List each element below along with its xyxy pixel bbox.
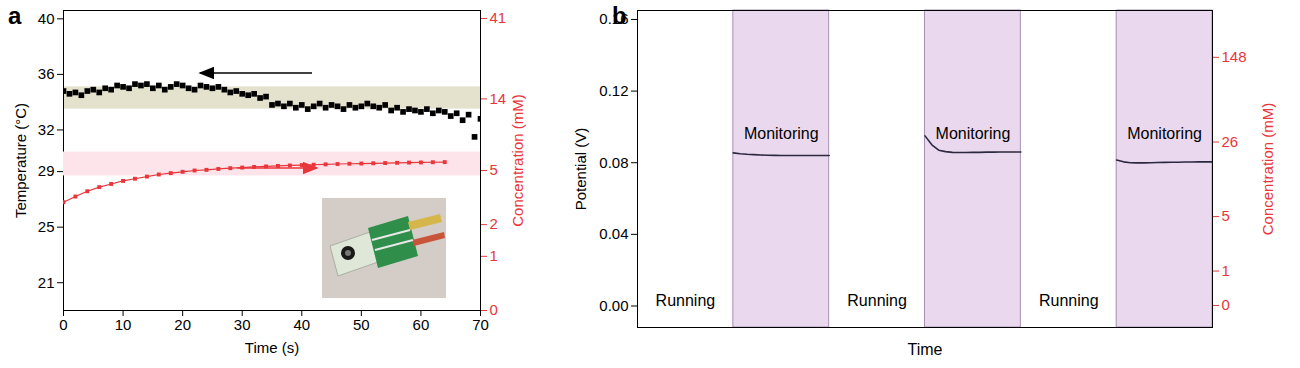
svg-text:40: 40 xyxy=(38,10,55,27)
svg-text:40: 40 xyxy=(293,316,310,333)
html-text:a: a xyxy=(8,2,22,29)
svg-text:Concentration (mM): Concentration (mM) xyxy=(509,94,526,227)
svg-text:70: 70 xyxy=(472,316,489,333)
html-text:b: b xyxy=(612,2,627,29)
svg-text:21: 21 xyxy=(38,274,55,291)
svg-text:Time: Time xyxy=(908,341,943,358)
svg-text:25: 25 xyxy=(38,218,55,235)
svg-text:50: 50 xyxy=(353,316,370,333)
svg-text:41: 41 xyxy=(490,9,507,26)
svg-text:Monitoring: Monitoring xyxy=(744,125,819,142)
svg-text:10: 10 xyxy=(115,316,132,333)
svg-text:36: 36 xyxy=(38,65,55,82)
svg-text:Running: Running xyxy=(847,292,907,309)
svg-text:Temperature (°C): Temperature (°C) xyxy=(12,103,29,218)
svg-text:Concentration (mM): Concentration (mM) xyxy=(1259,103,1276,236)
svg-text:0.08: 0.08 xyxy=(599,154,628,171)
svg-text:Time (s): Time (s) xyxy=(245,339,299,356)
svg-text:Monitoring: Monitoring xyxy=(1127,125,1202,142)
svg-text:Running: Running xyxy=(656,292,716,309)
svg-text:Monitoring: Monitoring xyxy=(936,125,1011,142)
svg-text:29: 29 xyxy=(38,162,55,179)
svg-text:0.04: 0.04 xyxy=(599,225,628,242)
svg-text:26: 26 xyxy=(1222,133,1239,150)
svg-text:Potential (V): Potential (V) xyxy=(572,128,589,211)
svg-text:0: 0 xyxy=(1222,296,1230,313)
svg-text:2: 2 xyxy=(490,215,498,232)
svg-text:20: 20 xyxy=(174,316,191,333)
svg-text:0: 0 xyxy=(490,301,498,318)
svg-text:5: 5 xyxy=(490,161,498,178)
svg-text:5: 5 xyxy=(1222,207,1230,224)
svg-text:30: 30 xyxy=(234,316,251,333)
svg-text:60: 60 xyxy=(413,316,430,333)
svg-text:1: 1 xyxy=(1222,262,1230,279)
svg-text:0.00: 0.00 xyxy=(599,297,628,314)
svg-text:32: 32 xyxy=(38,121,55,138)
svg-text:1: 1 xyxy=(490,247,498,264)
svg-text:0: 0 xyxy=(59,316,67,333)
svg-text:148: 148 xyxy=(1222,48,1247,65)
svg-text:14: 14 xyxy=(490,90,507,107)
svg-text:0.12: 0.12 xyxy=(599,82,628,99)
svg-text:Running: Running xyxy=(1039,292,1099,309)
